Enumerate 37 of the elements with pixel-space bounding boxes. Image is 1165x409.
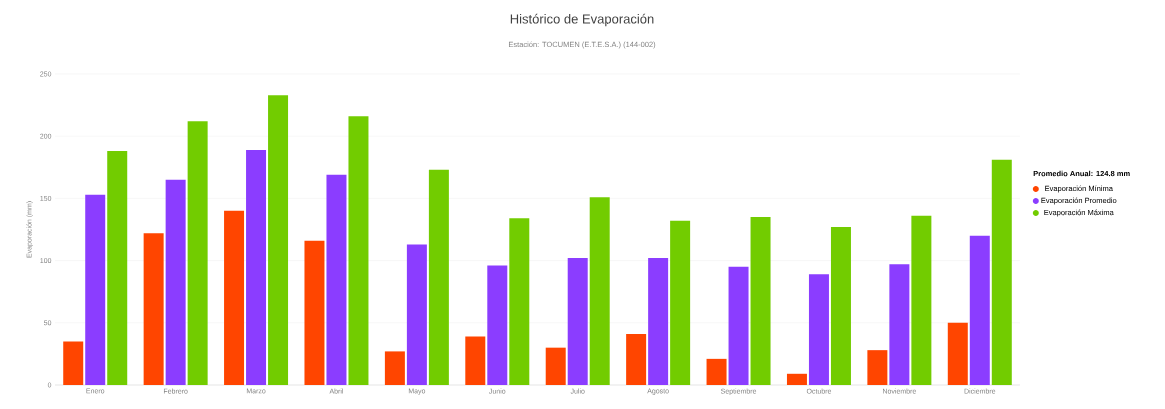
bar bbox=[348, 116, 369, 385]
bar bbox=[830, 227, 851, 385]
bar bbox=[85, 194, 106, 385]
bar bbox=[728, 266, 749, 385]
bar bbox=[911, 215, 932, 385]
bar bbox=[589, 197, 610, 385]
bar bbox=[107, 151, 128, 385]
bar bbox=[246, 149, 267, 385]
bar bbox=[224, 210, 245, 385]
bar bbox=[143, 233, 164, 385]
bar bbox=[428, 169, 449, 385]
bar bbox=[567, 258, 588, 385]
bar bbox=[509, 218, 530, 385]
chart-title: Histórico de Evaporación bbox=[510, 13, 654, 27]
bar bbox=[304, 240, 325, 385]
bar bbox=[268, 95, 289, 385]
bar bbox=[670, 220, 691, 385]
bar bbox=[487, 265, 508, 385]
bar bbox=[786, 373, 807, 385]
bar bbox=[648, 258, 669, 385]
bar bbox=[545, 347, 566, 385]
bar bbox=[187, 121, 208, 385]
bar bbox=[991, 159, 1012, 385]
bar bbox=[889, 264, 910, 385]
bar bbox=[406, 244, 427, 385]
bar bbox=[947, 322, 968, 385]
bar bbox=[63, 341, 84, 385]
bar bbox=[867, 350, 888, 385]
bar bbox=[465, 336, 486, 385]
bar bbox=[384, 351, 405, 385]
bar bbox=[969, 235, 990, 385]
bar bbox=[326, 174, 347, 385]
bar bbox=[706, 358, 727, 385]
bar bbox=[808, 274, 829, 385]
bar bbox=[626, 333, 647, 385]
bar bbox=[750, 217, 771, 385]
bar bbox=[165, 179, 186, 385]
